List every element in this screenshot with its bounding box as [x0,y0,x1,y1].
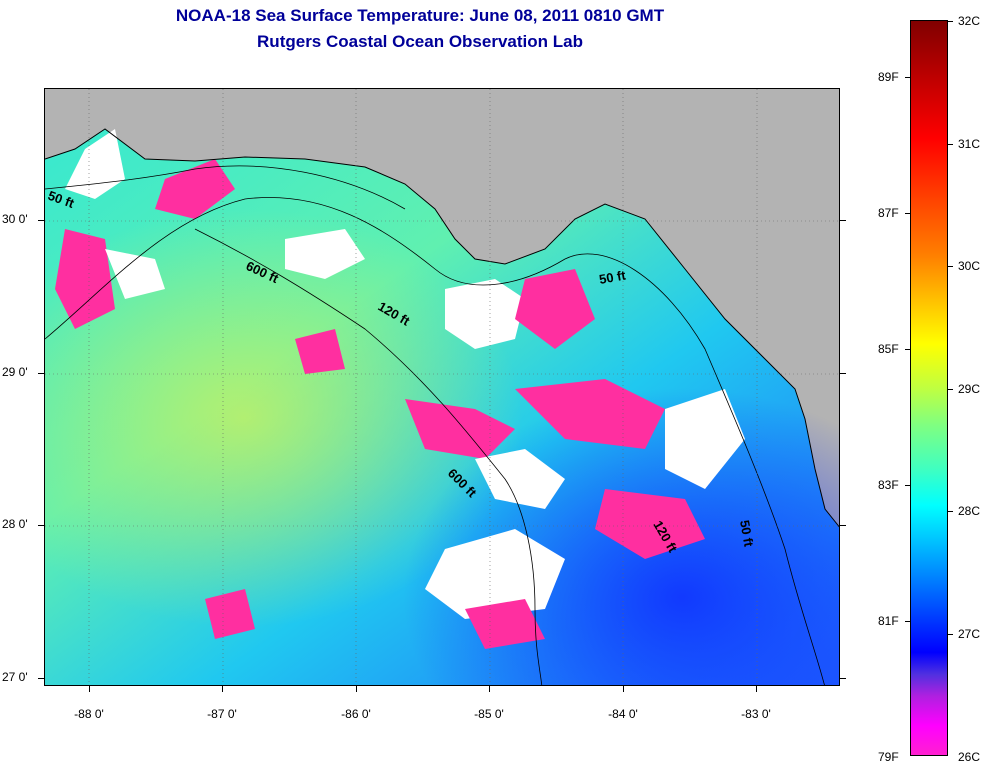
sst-map-canvas: 50 ft 600 ft 120 ft 50 ft 600 ft 120 ft … [45,89,839,685]
axis-tick [840,678,846,679]
axis-tick [840,525,846,526]
latitude-label: 27 0' [2,670,28,684]
bathymetry-contours [45,165,825,685]
contour-label: 50 ft [598,267,628,287]
axis-tick [756,686,757,692]
axis-tick [222,686,223,692]
contour-50ft-west [45,165,406,210]
axis-tick [38,220,44,221]
colorbar-celsius-label: 29C [958,382,981,396]
colorbar-tick [948,389,953,390]
axis-tick [623,686,624,692]
contour-600ft [194,228,543,685]
cloud-patches [55,129,745,649]
colorbar-tick [905,349,910,350]
temperature-colorbar [910,20,948,756]
colorbar-celsius-label: 31C [958,137,981,151]
colorbar-tick [948,634,953,635]
longitude-label: -85 0' [474,707,504,721]
colorbar-tick [948,511,953,512]
colorbar-celsius-label: 30C [958,259,981,273]
colorbar-tick [948,266,953,267]
colorbar-tick [948,21,953,22]
axis-tick [38,525,44,526]
longitude-label: -84 0' [608,707,638,721]
colorbar-fahrenheit-label: 87F [878,206,899,220]
colorbar-celsius-label: 26C [958,750,981,764]
map-title: NOAA-18 Sea Surface Temperature: June 08… [175,6,665,25]
axis-tick [38,678,44,679]
contour-label: 50 ft [737,519,757,549]
map-subtitle: Rutgers Coastal Ocean Observation Lab [257,32,583,51]
sst-map: 50 ft 600 ft 120 ft 50 ft 600 ft 120 ft … [44,88,840,686]
contour-120ft [45,197,825,685]
latitude-label: 30 0' [2,212,28,226]
colorbar-fahrenheit-label: 83F [878,478,899,492]
longitude-label: -83 0' [741,707,771,721]
colorbar-tick [948,144,953,145]
axis-tick [489,686,490,692]
longitude-label: -87 0' [207,707,237,721]
longitude-label: -86 0' [341,707,371,721]
colorbar-fahrenheit-label: 89F [878,70,899,84]
colorbar-tick [905,77,910,78]
latitude-label: 29 0' [2,365,28,379]
colorbar-celsius-label: 27C [958,627,981,641]
coastline [45,128,839,528]
longitude-label: -88 0' [74,707,104,721]
colorbar-tick [905,213,910,214]
colorbar-celsius-label: 28C [958,504,981,518]
axis-tick [840,220,846,221]
latitude-label: 28 0' [2,517,28,531]
axis-tick [356,686,357,692]
axis-tick [89,686,90,692]
colorbar-tick [905,621,910,622]
graticule [45,89,839,685]
colorbar-celsius-label: 32C [958,14,981,28]
colorbar-tick [905,485,910,486]
colorbar-fahrenheit-label: 79F [878,750,899,764]
axis-tick [38,373,44,374]
colorbar-fahrenheit-label: 85F [878,342,899,356]
axis-tick [840,373,846,374]
colorbar-fahrenheit-label: 81F [878,614,899,628]
